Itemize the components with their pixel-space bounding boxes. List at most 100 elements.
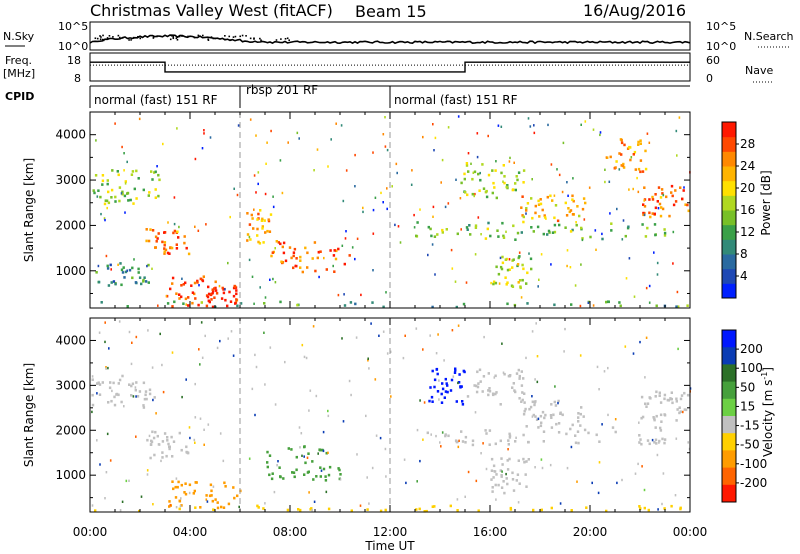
scatter-cell [446,390,449,394]
sparse-cell [633,295,636,298]
sparse-cell [534,378,536,381]
sparse-cell [592,304,595,307]
scatter-cell [170,435,173,439]
scatter-cell [430,234,433,238]
scatter-cell [206,295,210,299]
sparse-cell [175,506,178,509]
scatter-cell [533,401,537,404]
scatter-cell [471,192,474,196]
scatter-cell [135,169,138,173]
sparse-cell [394,223,396,227]
scatter-cell [150,439,153,443]
scatter-cell [522,267,525,271]
scatter-cell [436,372,439,376]
sparse-cell [197,229,200,232]
sparse-cell [188,426,191,429]
scatter-cell [271,251,274,254]
noise-search-point [102,39,105,42]
frequency-trace [90,61,690,73]
scatter-cell [521,278,524,282]
noise-search-point [108,35,111,37]
sparse-cell [125,479,128,483]
scatter-cell [659,214,663,218]
sparse-cell [322,449,325,453]
scatter-cell [100,301,103,304]
scatter-cell [449,389,453,392]
noise-search-point [229,39,232,41]
scatter-cell [682,189,685,192]
scatter-cell [684,203,687,206]
scatter-cell [551,199,554,202]
sparse-cell [199,417,202,420]
velocity-ylabel: Slant Range [km] [22,363,36,467]
sparse-cell [607,366,609,370]
scatter-cell [654,395,657,398]
scatter-cell [535,418,539,421]
scatter-cell [514,182,517,185]
scatter-cell [557,399,560,403]
scatter-cell [97,189,100,192]
sparse-cell [123,152,125,155]
scatter-cell [459,385,462,388]
scatter-cell [117,393,120,397]
scatter-cell [205,494,208,497]
sparse-cell [343,293,345,296]
scatter-cell [526,202,530,205]
scatter-cell [494,374,497,378]
frequency-frame [89,52,691,82]
scatter-cell [474,224,478,227]
scatter-cell [485,195,489,199]
sparse-cell [434,273,436,276]
noise-right-label: N.Search [744,30,794,43]
scatter-cell [433,385,436,389]
scatter-cell [687,209,690,213]
scatter-cell [637,167,641,171]
sparse-cell [350,393,352,397]
sparse-cell [657,508,659,511]
sparse-cell [382,330,385,333]
scatter-cell [570,303,573,306]
scatter-cell [154,188,157,191]
scatter-cell [667,399,670,402]
scatter-cell [561,413,564,417]
power-colorbar-swatch [722,195,736,211]
sparse-cell [480,233,482,236]
sparse-cell [474,192,476,196]
sparse-cell [135,335,138,339]
scatter-cell [674,189,677,192]
scatter-cell [626,147,630,150]
scatter-cell [220,297,224,300]
scatter-cell [620,153,623,156]
sparse-cell [672,230,675,234]
scatter-cell [257,212,260,216]
scatter-cell [521,195,524,198]
scatter-cell [350,509,353,512]
scatter-cell [546,233,549,236]
sparse-cell [274,247,276,250]
sparse-cell [254,353,256,357]
y-tick-label: 1000 [55,264,86,278]
nave-label: Nave [745,64,773,77]
scatter-cell [97,381,100,384]
scatter-cell [522,169,526,172]
scatter-cell [527,458,530,461]
scatter-cell [538,215,541,218]
scatter-cell [508,432,511,436]
scatter-cell [611,426,615,429]
scatter-cell [433,378,437,382]
scatter-cell [332,254,336,257]
scatter-cell [521,398,524,402]
scatter-cell [192,492,195,495]
sparse-cell [656,261,659,265]
cpid-segment-3: normal (fast) 151 RF [394,93,518,107]
sparse-cell [531,415,534,418]
scatter-cell [679,410,682,413]
scatter-cell [193,489,196,493]
scatter-cell [246,212,249,215]
sparse-cell [158,443,161,446]
scatter-cell [659,413,663,417]
sparse-cell [389,350,392,353]
scatter-cell [299,259,302,262]
scatter-cell [304,461,307,465]
